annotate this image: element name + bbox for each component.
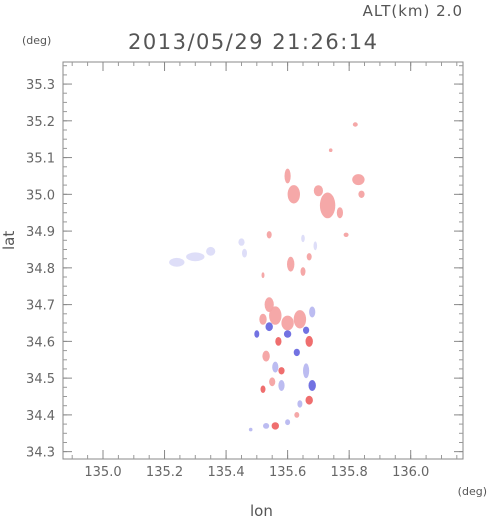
echo-blob [262, 350, 270, 362]
y-tick-label: 34.7 [26, 299, 55, 314]
echo-blob [328, 148, 333, 152]
echo-blob [265, 322, 273, 332]
echo-blob [281, 315, 294, 331]
x-axis-unit: (deg) [457, 485, 487, 498]
echo-blob [305, 335, 313, 347]
y-tick-label: 35.1 [26, 152, 55, 167]
echo-blob [293, 310, 307, 329]
x-tick-label: 135.4 [207, 465, 244, 480]
echo-blob [313, 185, 323, 197]
plot-frame [62, 61, 464, 460]
echo-blob [269, 306, 282, 325]
x-axis-label: lon [250, 502, 273, 520]
echo-blob [271, 422, 279, 430]
echo-blob [186, 252, 205, 262]
echo-blob [206, 246, 216, 256]
echo-blob [169, 257, 185, 267]
x-tick-label: 135.0 [84, 465, 121, 480]
echo-blob [259, 313, 267, 325]
echo-blob [278, 367, 285, 375]
echo-blob [238, 238, 245, 246]
echo-blob [308, 380, 316, 391]
y-tick-label: 34.8 [26, 262, 55, 277]
echo-blob [260, 385, 266, 393]
echo-blob [278, 380, 285, 391]
echo-blob [306, 253, 312, 261]
y-tick-label: 34.5 [26, 372, 55, 387]
y-axis-unit: (deg) [22, 34, 52, 47]
echo-blob [242, 248, 247, 258]
echo-blob [352, 122, 358, 127]
echo-blob [284, 168, 291, 184]
y-tick-label: 34.6 [26, 335, 55, 350]
echo-blob [343, 232, 349, 237]
echo-blob [269, 377, 276, 387]
echo-blob [293, 348, 300, 357]
echo-blob [261, 272, 265, 279]
echo-blob [305, 395, 313, 405]
altitude-label: ALT(km) 2.0 [362, 2, 463, 20]
echo-blob [313, 241, 318, 251]
y-tick-label: 34.3 [26, 446, 55, 461]
echo-blob [301, 234, 305, 243]
echo-blob [272, 361, 279, 373]
echo-blob [248, 427, 253, 432]
echo-blob [283, 330, 292, 338]
echo-blob [336, 207, 343, 219]
echo-blob [303, 326, 310, 334]
y-tick-label: 35.0 [26, 188, 55, 203]
echo-blob [358, 190, 365, 198]
x-tick-label: 135.6 [269, 465, 306, 480]
echo-blob [275, 337, 282, 346]
y-tick-label: 35.2 [26, 115, 55, 130]
echo-blob [303, 363, 310, 379]
echo-blob [287, 185, 300, 204]
echo-blob [266, 231, 272, 239]
echo-blob [297, 400, 303, 408]
echo-blob [285, 419, 291, 426]
timestamp-title: 2013/05/29 21:26:14 [128, 30, 379, 54]
y-tick-label: 34.4 [26, 409, 55, 424]
echo-blob [287, 256, 295, 272]
echo-blob [294, 412, 300, 418]
echo-blob [263, 423, 270, 429]
echo-blob [309, 306, 316, 318]
echo-blob [300, 267, 306, 276]
echo-blob [254, 330, 260, 338]
x-tick-label: 135.2 [146, 465, 183, 480]
x-tick-label: 135.8 [331, 465, 368, 480]
x-tick-label: 136.0 [392, 465, 429, 480]
y-tick-label: 35.3 [26, 78, 55, 93]
echo-blob [352, 174, 365, 186]
y-tick-label: 34.9 [26, 225, 55, 240]
echo-blob [264, 297, 274, 312]
echo-blob [319, 192, 336, 219]
